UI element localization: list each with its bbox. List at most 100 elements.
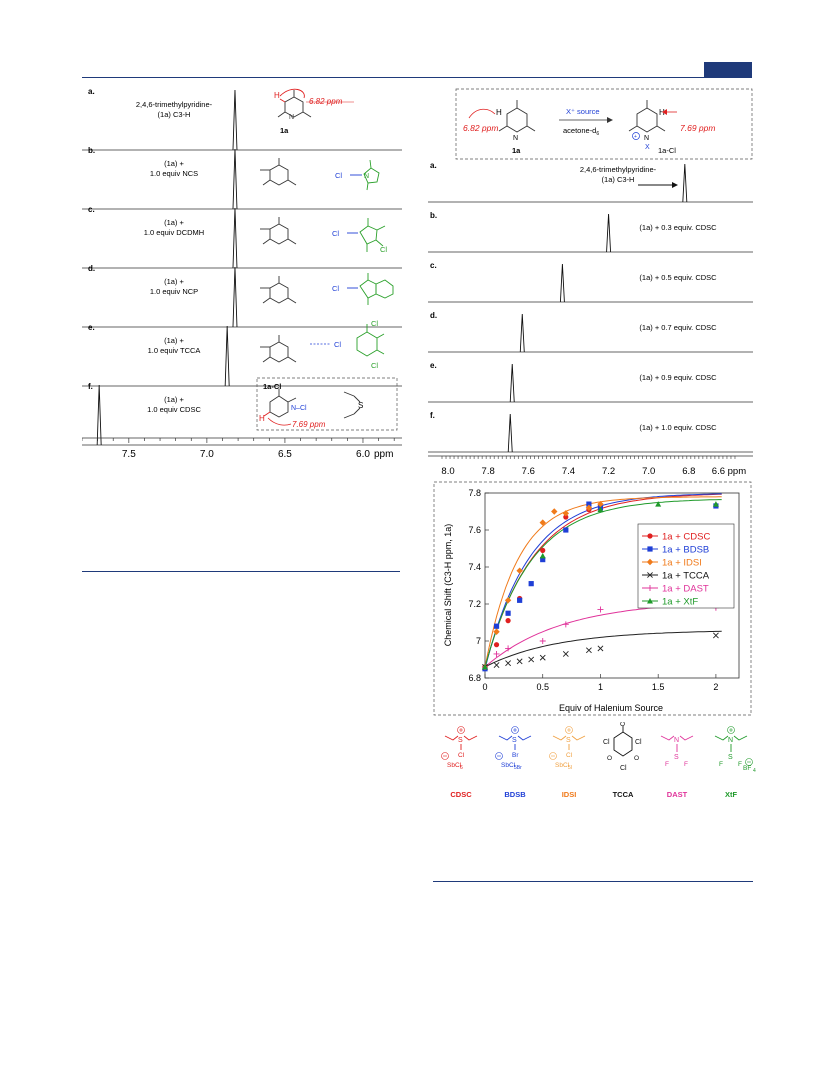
chart-ytick-6.8: 6.8: [468, 673, 481, 683]
point-5-2: [597, 506, 604, 513]
point-4-4: [562, 621, 569, 628]
svg-text:Br: Br: [512, 752, 519, 759]
pyridine-row-3: [260, 276, 297, 304]
left-row-letter-3: d.: [88, 264, 95, 273]
left-row-letter-2: c.: [88, 205, 95, 214]
svg-text:S: S: [566, 737, 571, 744]
plot-area: [484, 492, 740, 679]
svg-text:S: S: [728, 754, 733, 761]
tcca-cl3: Cl: [371, 361, 378, 370]
right-tick-6.8: 6.8: [682, 466, 695, 477]
left-row-desc2-4: 1.0 equiv TCCA: [148, 346, 201, 355]
chart-legend-entries: 1a + CDSC 1a + BDSB 1a + IDSI 1a + TCCA 1a +…: [642, 532, 710, 608]
right-rule: [433, 881, 753, 882]
left-tick-6.5: 6.5: [278, 449, 292, 460]
reagent-name-xtf: XtF: [725, 790, 738, 799]
dcdmh-cl2: Cl: [380, 245, 387, 254]
svg-text:S: S: [512, 737, 517, 744]
svg-text:O: O: [607, 755, 612, 762]
legend-marker-3: [647, 572, 653, 578]
scheme-h-right: H: [659, 108, 665, 117]
right-tick-7.2: 7.2: [602, 466, 615, 477]
left-row-letter-4: e.: [88, 323, 95, 332]
legend-marker-4: [647, 585, 653, 591]
point-3-7: [585, 647, 592, 654]
left-row-desc1-0: 2,4,6-trimethylpyridine-: [136, 100, 213, 109]
pyridine-row-4: [260, 335, 297, 363]
point-4-5: [597, 606, 604, 613]
point-1-2: [505, 610, 511, 616]
point-0-4: [540, 547, 546, 553]
annot-a-label: 1a: [280, 126, 289, 135]
left-axis-unit: ppm: [374, 449, 393, 460]
fit-curve-4: [484, 602, 722, 668]
svg-text:N: N: [728, 737, 733, 744]
scheme-x: X: [645, 144, 650, 151]
svg-text:SbCl: SbCl: [447, 762, 462, 769]
structure-ncs: [350, 159, 380, 191]
atom-n-a: N: [289, 114, 294, 121]
left-row-desc2-2: 1.0 equiv DCDMH: [144, 228, 204, 237]
scheme-n-right: N: [644, 135, 649, 142]
left-row-desc2-0: (1a) C3-H: [158, 110, 191, 119]
svg-text:Cl: Cl: [635, 739, 642, 746]
point-2-5: [551, 508, 558, 515]
fit-curve-2: [484, 496, 722, 668]
right-tick-6.6ppm: 6.6 ppm: [712, 466, 746, 477]
chart-ylabel: Chemical Shift (C3-H ppm, 1a): [443, 524, 453, 647]
point-3-2: [505, 660, 512, 667]
scheme-n-left: N: [513, 135, 518, 142]
scheme-left-label: 1a: [512, 146, 521, 155]
legend-label-3: 1a + TCCA: [662, 571, 710, 582]
point-2-6: [562, 510, 570, 517]
svg-text:O: O: [634, 755, 639, 762]
left-axis-ticks: 7.5 7.0 6.5 6.0: [82, 438, 395, 460]
reagent-dast: N SF F DAST: [660, 735, 694, 799]
left-row-desc1-1: (1a) +: [164, 159, 184, 168]
point-5-0: [482, 663, 488, 670]
structure-et2s: [343, 391, 361, 419]
point-1-4: [528, 581, 534, 587]
atom-h-a: H: [274, 91, 280, 100]
fit-curve-5: [484, 499, 722, 668]
right-nmr-panel: a. 2,4,6-trimethylpyridine-(1a) C3-H b. (1a…: [428, 161, 753, 477]
right-peak-0: [682, 163, 688, 203]
left-row-desc2-1: 1.0 equiv NCS: [150, 169, 198, 178]
chart-ytick-7.8: 7.8: [468, 488, 481, 498]
right-row-desc-2: (1a) + 0.5 equiv. CDSC: [639, 273, 717, 282]
point-4-1: [493, 650, 500, 657]
left-row-desc1-3: (1a) +: [164, 277, 184, 286]
left-row-desc1-2: (1a) +: [164, 218, 184, 227]
right-row-desc-3: (1a) + 0.7 equiv. CDSC: [639, 323, 717, 332]
left-peak-3: [232, 266, 238, 328]
right-row-desc-4: (1a) + 0.9 equiv. CDSC: [639, 373, 717, 382]
point-4-3: [539, 638, 546, 644]
right-tick-8.0: 8.0: [441, 466, 454, 477]
svg-text:SbCl: SbCl: [501, 762, 516, 769]
left-spectra-rows: a. 2,4,6-trimethylpyridine-(1a) C3-H b. (1a…: [82, 87, 402, 446]
chart-xtick-2: 2: [713, 682, 718, 692]
chart-ytick-7: 7: [476, 636, 481, 646]
point-0-2: [505, 618, 511, 624]
scheme-h-left: H: [496, 108, 502, 117]
svg-text:BF: BF: [743, 765, 751, 772]
left-row-desc1-4: (1a) +: [164, 336, 184, 345]
structure-dcdmh: [347, 218, 386, 252]
point-3-9: [712, 632, 719, 639]
point-3-3: [516, 658, 523, 665]
header-tab: [704, 62, 752, 78]
left-peak-1: [232, 148, 238, 210]
right-row-letter-3: d.: [430, 311, 437, 320]
pyridine-row-1: [260, 158, 297, 186]
chart-xtick-1: 1: [598, 682, 603, 692]
point-3-8: [597, 645, 604, 652]
svg-text:O: O: [620, 722, 625, 728]
reagent-row: SClSbCl6CDSCSBrSbCl5BrBDSBSClSbCl5IIDSIC…: [441, 722, 756, 799]
svg-text:F: F: [719, 761, 723, 768]
left-row-letter-0: a.: [88, 87, 95, 96]
structure-tcca: [356, 324, 385, 357]
right-row-desc-5: (1a) + 1.0 equiv. CDSC: [639, 423, 717, 432]
point-3-1: [493, 662, 500, 668]
